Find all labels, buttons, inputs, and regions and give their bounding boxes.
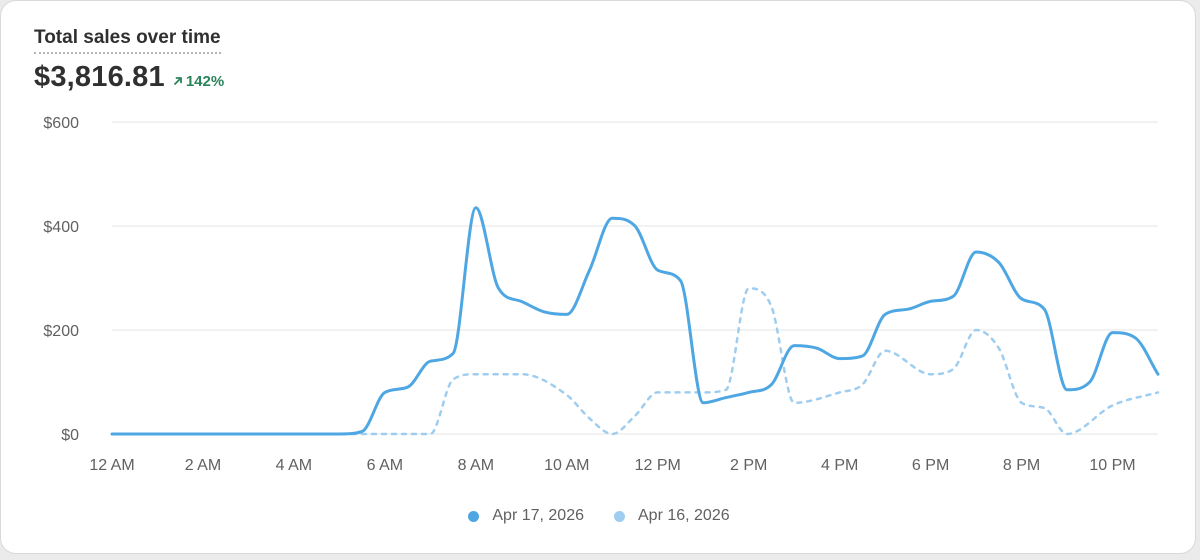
line-chart[interactable]: $0 $200 $400 $600 12 AM 2 AM 4 AM 6 AM 8 AM 10 AM…: [1, 1, 1196, 501]
x-tick-label-8: 4 PM: [821, 457, 858, 474]
legend-dot-current: [468, 510, 480, 522]
x-tick-label-4: 8 AM: [458, 457, 494, 474]
legend-label-previous: Apr 16, 2026: [638, 507, 730, 524]
x-tick-label-10: 8 PM: [1003, 457, 1040, 474]
legend-dot-previous: [614, 510, 625, 522]
series-line-current: [110, 206, 1160, 436]
series-line-previous: [110, 287, 1160, 436]
arrow-up-right-icon: [173, 77, 182, 85]
x-tick-label-11: 10 PM: [1089, 457, 1135, 474]
y-tick-label-2: $400: [43, 219, 79, 236]
x-tick-label-6: 12 PM: [635, 457, 681, 474]
legend-item-current[interactable]: Apr 17, 2026: [468, 507, 584, 525]
y-tick-label-3: $600: [43, 115, 79, 132]
headline: $3,816.81 142%: [34, 61, 224, 94]
x-tick-label-0: 12 AM: [89, 457, 134, 474]
x-tick-label-1: 2 AM: [185, 457, 221, 474]
y-tick-label-1: $200: [43, 323, 79, 340]
x-tick-label-5: 10 AM: [544, 457, 589, 474]
y-tick-label-0: $0: [61, 427, 79, 444]
legend: Apr 17, 2026 Apr 16, 2026: [1, 507, 1195, 525]
legend-item-previous[interactable]: Apr 16, 2026: [614, 507, 730, 525]
chart-title[interactable]: Total sales over time: [34, 27, 221, 54]
x-tick-label-9: 6 PM: [912, 457, 949, 474]
x-tick-label-3: 6 AM: [367, 457, 403, 474]
change-badge: 142%: [173, 73, 224, 90]
legend-label-current: Apr 17, 2026: [492, 507, 584, 524]
change-percent: 142%: [185, 72, 225, 90]
total-sales-value: $3,816.81: [34, 61, 165, 93]
x-tick-label-2: 4 AM: [276, 457, 312, 474]
x-tick-label-7: 2 PM: [730, 457, 767, 474]
